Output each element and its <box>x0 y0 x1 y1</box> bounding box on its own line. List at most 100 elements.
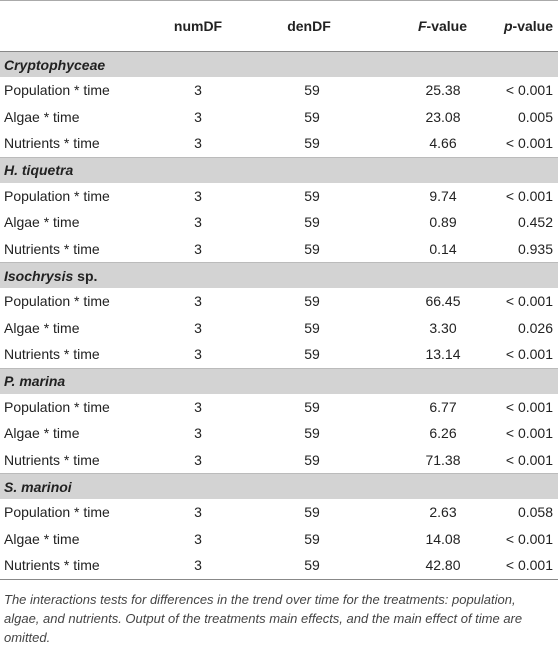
cell: 3 <box>194 504 202 521</box>
cell: 0.14 <box>429 240 457 257</box>
cell: 59 <box>304 108 320 125</box>
cell: < 0.001 <box>498 552 558 580</box>
cell: 42.80 <box>376 552 498 580</box>
cell: 0.935 <box>517 240 553 257</box>
italic-text: p <box>503 18 513 34</box>
header-cell <box>0 0 154 52</box>
cell: 71.38 <box>425 451 461 468</box>
anova-table: numDF denDF F-value p-value Cryptophyceae Pop… <box>0 0 558 580</box>
footnote: The interactions tests for differences i… <box>4 591 523 645</box>
data-row: Algae * time 3 59 14.08 < 0.001 <box>0 526 558 553</box>
cell: 6.77 <box>429 398 457 415</box>
cell: 59 <box>304 504 320 521</box>
row-label: Population * time <box>4 398 110 415</box>
cell: 3 <box>154 552 242 580</box>
group-label: H. tiquetra <box>0 156 558 183</box>
row-label: Population * time <box>4 187 110 204</box>
italic-text: H. tiquetra <box>4 162 74 178</box>
header-row: numDF denDF F-value p-value <box>0 0 558 52</box>
data-row: Nutrients * time 3 59 71.38 < 0.001 <box>0 447 558 474</box>
italic-text: Cryptophyceae <box>4 56 106 73</box>
cell: < 0.001 <box>505 82 553 99</box>
row-label: Algae * time <box>4 530 80 547</box>
cell: < 0.001 <box>505 425 553 442</box>
row-label: Nutrients * time <box>4 240 100 257</box>
cell: 2.63 <box>429 504 457 521</box>
cell: 3 <box>194 530 202 547</box>
group-label: S. marinoi <box>0 473 558 499</box>
cell: 59 <box>304 135 320 152</box>
row-label: Population * time <box>4 82 110 99</box>
data-row: Nutrients * time 3 59 42.80 < 0.001 <box>0 552 558 580</box>
cell: 6.26 <box>429 425 457 442</box>
cell: 3 <box>194 398 202 415</box>
cell: 3 <box>194 82 202 99</box>
header-cell: numDF <box>154 0 242 52</box>
data-row: Population * time 3 59 25.38 < 0.001 <box>0 77 558 104</box>
data-row: Algae * time 3 59 23.08 0.005 <box>0 104 558 131</box>
cell: 59 <box>304 187 320 204</box>
italic-text: F <box>417 18 427 34</box>
data-row: Algae * time 3 59 0.89 0.452 <box>0 209 558 236</box>
row-label: Nutrients * time <box>4 346 100 363</box>
text: -value <box>512 18 553 34</box>
cell: 3 <box>194 319 202 336</box>
cell: 59 <box>304 293 320 310</box>
cell: 3 <box>194 214 202 231</box>
data-row: Nutrients * time 3 59 4.66 < 0.001 <box>0 130 558 157</box>
cell: 59 <box>304 82 320 99</box>
data-row: Algae * time 3 59 3.30 0.026 <box>0 315 558 342</box>
row-label: Algae * time <box>4 108 80 125</box>
group-label: Cryptophyceae <box>0 51 558 77</box>
cell: 59 <box>304 451 320 468</box>
data-row: Nutrients * time 3 59 13.14 < 0.001 <box>0 341 558 368</box>
cell: 3 <box>194 425 202 442</box>
cell: 59 <box>242 552 376 580</box>
cell: 3.30 <box>429 319 457 336</box>
row-label: Population * time <box>4 293 110 310</box>
row-label: Nutrients * time <box>0 552 154 580</box>
row-label: Nutrients * time <box>4 451 100 468</box>
cell: 59 <box>304 530 320 547</box>
cell: 4.66 <box>429 135 457 152</box>
group-row: P. marina <box>0 367 558 394</box>
cell: 13.14 <box>425 346 461 363</box>
row-label: Nutrients * time <box>4 135 100 152</box>
cell: 0.058 <box>517 504 553 521</box>
cell: < 0.001 <box>505 451 553 468</box>
cell: 59 <box>304 425 320 442</box>
row-label: Algae * time <box>4 319 80 336</box>
cell: 3 <box>194 346 202 363</box>
header-cell: F-value <box>376 0 498 52</box>
cell: 0.026 <box>517 319 553 336</box>
cell: 59 <box>304 398 320 415</box>
group-row: H. tiquetra <box>0 156 558 183</box>
italic-text: P. marina <box>4 373 66 389</box>
cell: 59 <box>304 214 320 231</box>
cell: 3 <box>194 293 202 310</box>
data-row: Population * time 3 59 6.77 < 0.001 <box>0 394 558 421</box>
row-label: Algae * time <box>4 425 80 442</box>
cell: < 0.001 <box>505 346 553 363</box>
text: -value <box>426 18 468 34</box>
cell: < 0.001 <box>505 398 553 415</box>
data-row: Population * time 3 59 2.63 0.058 <box>0 499 558 526</box>
header-cell: denDF <box>242 0 376 52</box>
cell: 0.89 <box>429 214 457 231</box>
data-row: Population * time 3 59 9.74 < 0.001 <box>0 183 558 210</box>
row-label: Algae * time <box>4 214 80 231</box>
italic-text: Isochrysis <box>4 267 74 284</box>
cell: 25.38 <box>425 82 461 99</box>
cell: 3 <box>194 108 202 125</box>
data-row: Population * time 3 59 66.45 < 0.001 <box>0 288 558 315</box>
group-label: Isochrysis sp. <box>0 262 558 288</box>
cell: < 0.001 <box>505 530 553 547</box>
cell: 14.08 <box>425 530 461 547</box>
group-row: Cryptophyceae <box>0 51 558 77</box>
data-row: Algae * time 3 59 6.26 < 0.001 <box>0 420 558 447</box>
cell: 66.45 <box>425 293 461 310</box>
cell: 3 <box>194 240 202 257</box>
cell: 59 <box>304 240 320 257</box>
row-label: Population * time <box>4 504 110 521</box>
